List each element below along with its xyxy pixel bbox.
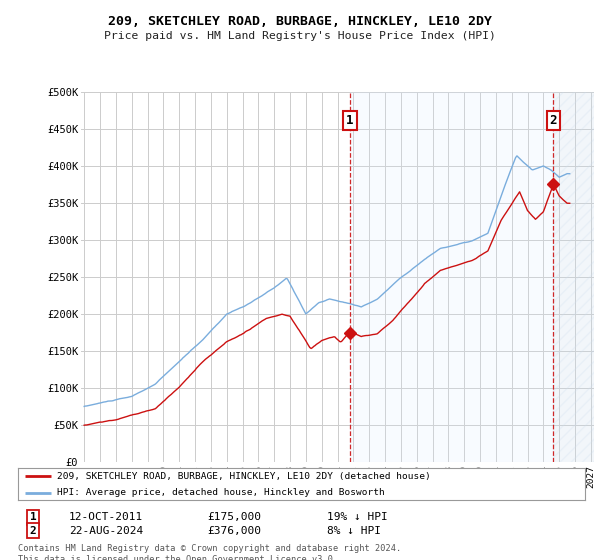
Text: 1: 1: [346, 114, 353, 127]
Text: 2: 2: [29, 526, 37, 536]
Text: Price paid vs. HM Land Registry's House Price Index (HPI): Price paid vs. HM Land Registry's House …: [104, 31, 496, 41]
Bar: [553, 92, 594, 462]
Text: 22-AUG-2024: 22-AUG-2024: [69, 526, 143, 536]
Text: 209, SKETCHLEY ROAD, BURBAGE, HINCKLEY, LE10 2DY (detached house): 209, SKETCHLEY ROAD, BURBAGE, HINCKLEY, …: [56, 472, 430, 481]
Text: 8% ↓ HPI: 8% ↓ HPI: [327, 526, 381, 536]
Text: £376,000: £376,000: [207, 526, 261, 536]
Text: 1: 1: [29, 512, 37, 522]
Text: 12-OCT-2011: 12-OCT-2011: [69, 512, 143, 522]
Text: HPI: Average price, detached house, Hinckley and Bosworth: HPI: Average price, detached house, Hinc…: [56, 488, 385, 497]
Text: 19% ↓ HPI: 19% ↓ HPI: [327, 512, 388, 522]
Text: 209, SKETCHLEY ROAD, BURBAGE, HINCKLEY, LE10 2DY: 209, SKETCHLEY ROAD, BURBAGE, HINCKLEY, …: [108, 15, 492, 27]
Bar: [350, 92, 553, 462]
Text: 2: 2: [550, 114, 557, 127]
Text: Contains HM Land Registry data © Crown copyright and database right 2024.
This d: Contains HM Land Registry data © Crown c…: [18, 544, 401, 560]
Text: £175,000: £175,000: [207, 512, 261, 522]
